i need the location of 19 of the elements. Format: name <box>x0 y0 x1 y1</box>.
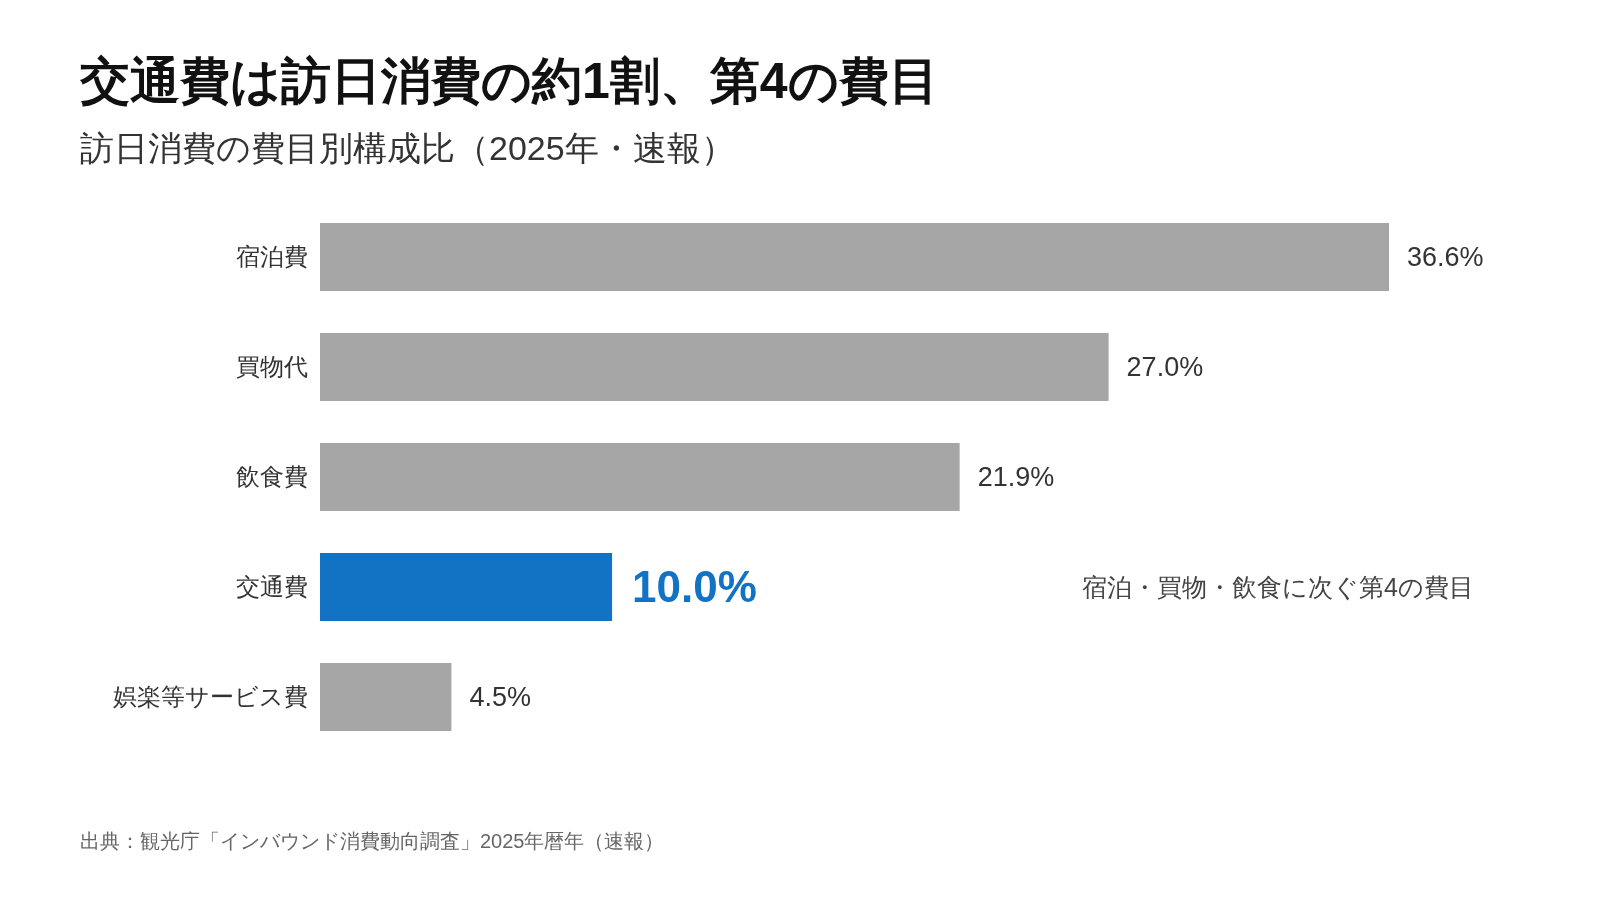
source-note: 出典：観光庁「インバウンド消費動向調査」2025年暦年（速報） <box>80 830 665 852</box>
y-tick-label: 買物代 <box>236 353 308 380</box>
data-label: 4.5% <box>469 682 531 712</box>
bar <box>320 333 1109 401</box>
bar <box>320 663 452 731</box>
annotation: 宿泊・買物・飲食に次ぐ第4の費目 <box>1082 573 1474 601</box>
y-tick-label: 娯楽等サービス費 <box>113 683 308 710</box>
bar <box>320 223 1389 291</box>
data-label: 21.9% <box>977 462 1055 492</box>
chart-subtitle: 訪日消費の費目別構成比（2025年・速報） <box>80 129 735 167</box>
data-label: 27.0% <box>1126 352 1204 382</box>
data-label: 36.6% <box>1407 242 1484 272</box>
y-tick-label: 宿泊費 <box>236 243 308 270</box>
chart-title: 交通費は訪日消費の約1割、第4の費目 <box>79 53 939 109</box>
data-label: 10.0% <box>632 562 757 611</box>
bar <box>320 443 960 511</box>
y-tick-label: 飲食費 <box>236 463 308 490</box>
bar <box>320 553 613 621</box>
y-tick-label: 交通費 <box>236 573 308 600</box>
